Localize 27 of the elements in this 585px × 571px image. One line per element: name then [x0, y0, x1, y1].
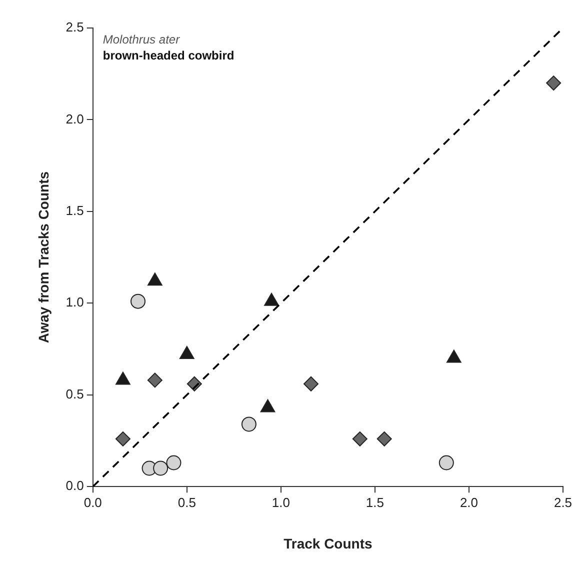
point [147, 372, 162, 388]
annotation: brown-headed cowbird [102, 48, 234, 62]
point [241, 416, 256, 432]
x-axis-title: Track Counts [284, 535, 372, 552]
x-tick-label: 2.0 [460, 494, 478, 510]
annotation: Molothrus ater [102, 32, 181, 46]
point [376, 431, 392, 446]
point [115, 431, 130, 446]
point [546, 76, 562, 91]
point [304, 376, 319, 392]
x-tick-label: 0.0 [84, 494, 102, 510]
point [438, 455, 454, 470]
y-tick-label: 2.0 [66, 111, 84, 126]
y-tick-label: 2.5 [66, 20, 84, 35]
point [153, 460, 168, 476]
x-tick-label: 2.5 [554, 494, 572, 510]
y-axis-title: Away from Tracks Counts [35, 171, 52, 344]
x-tick-label: 1.0 [272, 494, 290, 510]
point [352, 431, 368, 446]
y-tick-label: 0.5 [66, 386, 84, 402]
y-tick-label: 1.5 [66, 203, 84, 218]
point [166, 455, 182, 470]
x-tick-label: 0.5 [178, 494, 196, 510]
y-tick-label: 1.0 [66, 294, 84, 310]
y-tick-label: 0.0 [66, 478, 84, 494]
point [130, 294, 146, 309]
x-tick-label: 1.5 [366, 494, 384, 510]
